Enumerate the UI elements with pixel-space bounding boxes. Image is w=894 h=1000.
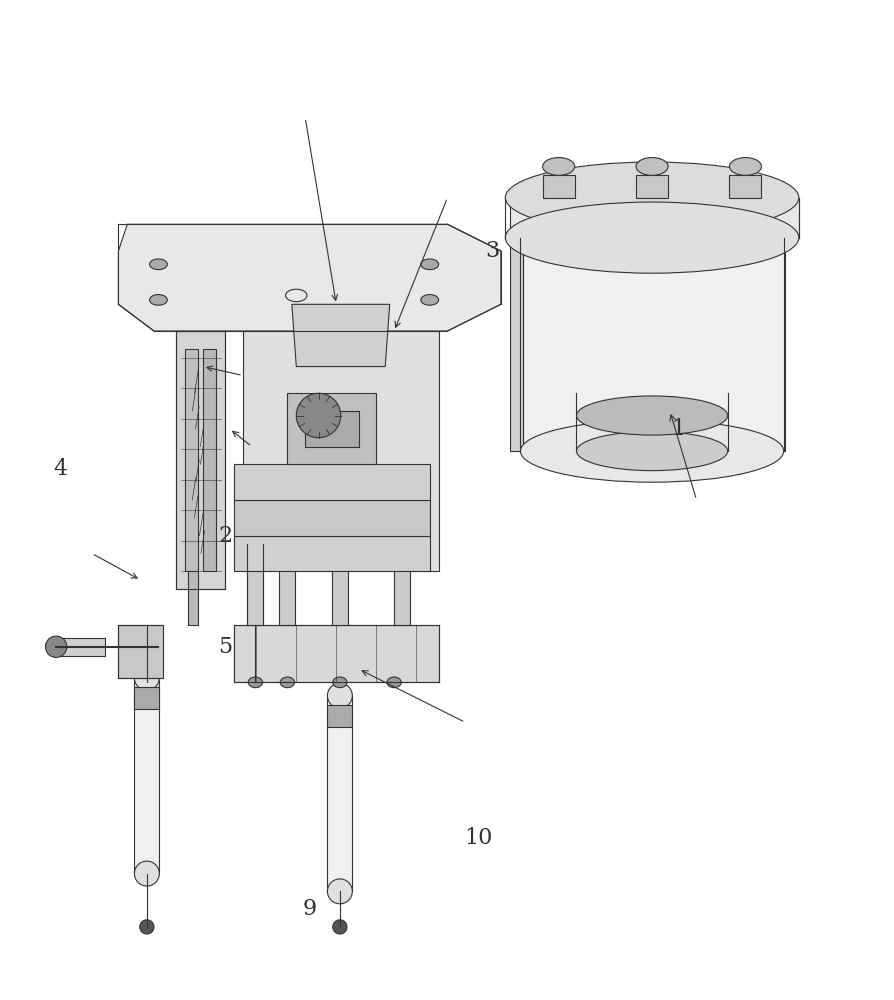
Bar bbox=[729, 175, 761, 198]
Bar bbox=[278, 544, 294, 625]
Ellipse shape bbox=[636, 158, 667, 175]
Bar bbox=[327, 696, 352, 891]
Ellipse shape bbox=[576, 396, 727, 435]
Bar bbox=[332, 544, 348, 625]
Bar bbox=[233, 625, 438, 682]
Ellipse shape bbox=[280, 677, 294, 688]
Polygon shape bbox=[291, 304, 389, 367]
Ellipse shape bbox=[542, 158, 574, 175]
Ellipse shape bbox=[576, 432, 727, 471]
Ellipse shape bbox=[519, 420, 783, 482]
Ellipse shape bbox=[729, 158, 761, 175]
Ellipse shape bbox=[134, 861, 159, 886]
Text: 2: 2 bbox=[218, 525, 232, 547]
Ellipse shape bbox=[139, 920, 154, 934]
Ellipse shape bbox=[248, 677, 262, 688]
Ellipse shape bbox=[296, 393, 341, 438]
Bar bbox=[176, 331, 225, 589]
Ellipse shape bbox=[386, 677, 401, 688]
Bar bbox=[305, 411, 358, 447]
Bar bbox=[542, 175, 574, 198]
Text: 5: 5 bbox=[218, 636, 232, 658]
Text: 10: 10 bbox=[464, 827, 493, 849]
Polygon shape bbox=[510, 198, 798, 238]
Ellipse shape bbox=[505, 162, 798, 233]
Bar bbox=[327, 705, 352, 727]
Bar bbox=[185, 349, 198, 571]
Bar bbox=[233, 464, 429, 500]
Bar bbox=[636, 175, 667, 198]
Polygon shape bbox=[118, 224, 501, 331]
Bar bbox=[203, 349, 216, 571]
Polygon shape bbox=[522, 238, 785, 451]
Bar bbox=[247, 544, 263, 625]
Bar bbox=[287, 393, 375, 464]
Bar bbox=[118, 625, 163, 678]
Bar bbox=[393, 544, 409, 625]
Bar bbox=[188, 571, 198, 625]
Ellipse shape bbox=[46, 636, 67, 657]
Ellipse shape bbox=[420, 259, 438, 270]
Ellipse shape bbox=[134, 665, 159, 690]
Text: 3: 3 bbox=[485, 240, 499, 262]
Ellipse shape bbox=[327, 683, 352, 708]
Ellipse shape bbox=[505, 202, 798, 273]
Ellipse shape bbox=[333, 677, 347, 688]
Bar bbox=[56, 638, 105, 656]
Bar bbox=[233, 500, 429, 536]
Bar bbox=[233, 536, 429, 571]
Ellipse shape bbox=[149, 295, 167, 305]
Bar bbox=[242, 331, 438, 571]
Polygon shape bbox=[510, 238, 522, 451]
Bar bbox=[134, 678, 159, 874]
Bar bbox=[134, 687, 159, 709]
Text: 1: 1 bbox=[670, 418, 685, 440]
Ellipse shape bbox=[420, 295, 438, 305]
Ellipse shape bbox=[327, 879, 352, 904]
Ellipse shape bbox=[333, 920, 347, 934]
Text: 9: 9 bbox=[302, 898, 316, 920]
Ellipse shape bbox=[519, 206, 783, 269]
Text: 4: 4 bbox=[54, 458, 68, 480]
Ellipse shape bbox=[149, 259, 167, 270]
